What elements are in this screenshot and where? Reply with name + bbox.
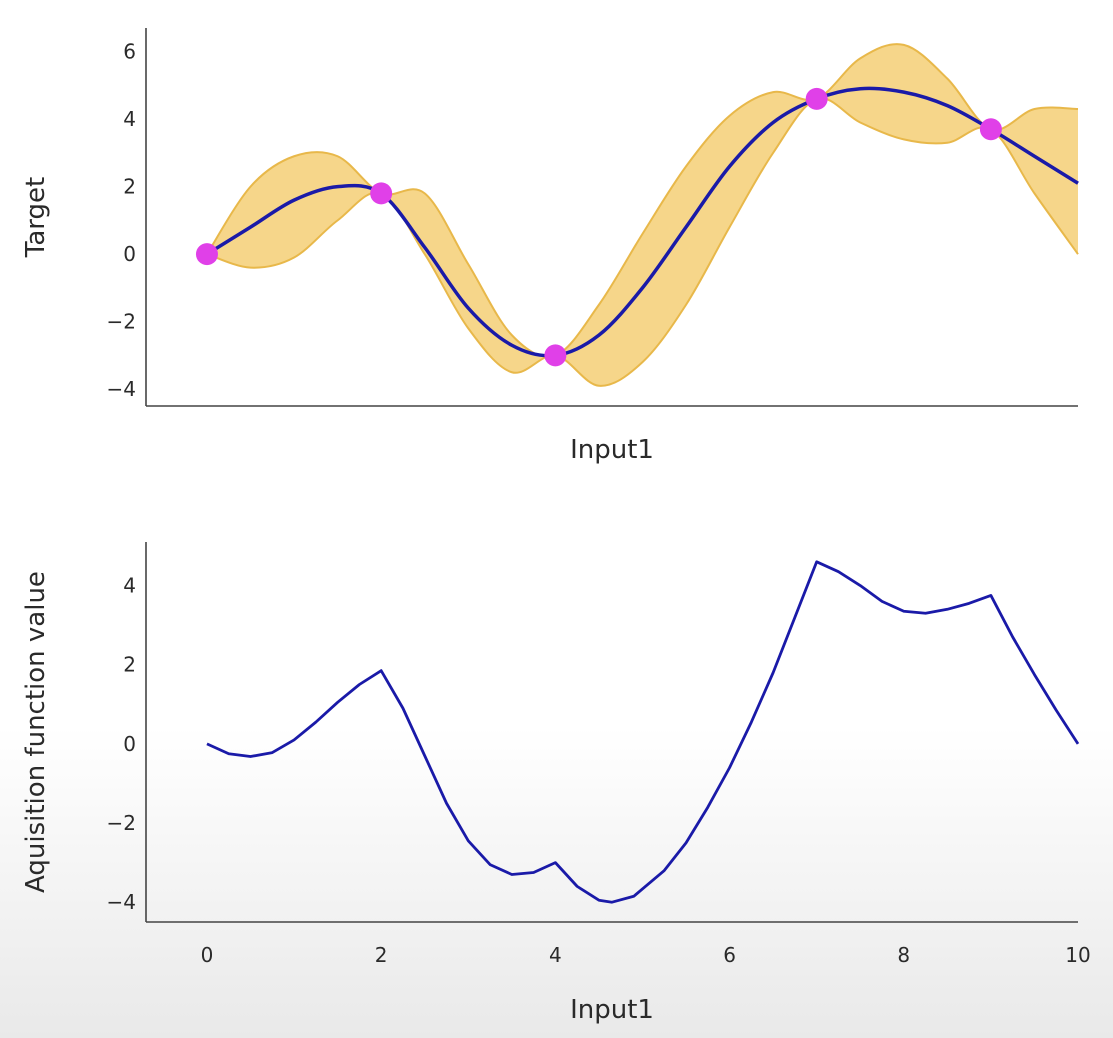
- observation-point: [979, 118, 1002, 141]
- y-axis-title: Aquisition function value: [21, 571, 51, 893]
- x-tick-label: 6: [723, 943, 736, 967]
- x-tick-label: 2: [375, 943, 388, 967]
- observation-point: [805, 87, 828, 110]
- y-tick-label: 2: [123, 175, 136, 199]
- observation-point: [195, 243, 218, 266]
- x-tick-label: 4: [549, 943, 562, 967]
- y-tick-label: 4: [123, 574, 136, 598]
- target-chart: −4 −2 0 2 4 6 Input1 Target: [21, 28, 1079, 465]
- y-tick-label: −4: [107, 377, 136, 401]
- mean-line: [206, 86, 1079, 358]
- y-tick-label: 4: [123, 107, 136, 131]
- y-tick-label: −2: [107, 310, 136, 334]
- band-upper-edge: [206, 43, 1079, 358]
- confidence-band: [206, 44, 1078, 386]
- y-tick-label: 0: [123, 242, 136, 266]
- x-tick-label: 10: [1065, 943, 1090, 967]
- x-axis-title: Input1: [570, 995, 654, 1025]
- y-tick-label: −2: [107, 811, 136, 835]
- x-tick-label: 0: [201, 943, 214, 967]
- observation-point: [370, 182, 393, 205]
- y-tick-label: −4: [107, 890, 136, 914]
- acquisition-line: [206, 560, 1080, 904]
- y-tick-label: 2: [123, 653, 136, 677]
- y-tick-label: 6: [123, 40, 136, 64]
- y-axis-title: Target: [21, 177, 51, 258]
- x-axis-title: Input1: [570, 435, 654, 465]
- x-tick-label: 8: [897, 943, 910, 967]
- band-lower-edge: [206, 97, 1079, 387]
- y-tick-label: 0: [123, 732, 136, 756]
- observation-point: [544, 344, 567, 367]
- acquisition-chart: −4 −2 0 2 4 0 2 4 6 8 10 Input1 Aquisition function …: [21, 542, 1091, 1025]
